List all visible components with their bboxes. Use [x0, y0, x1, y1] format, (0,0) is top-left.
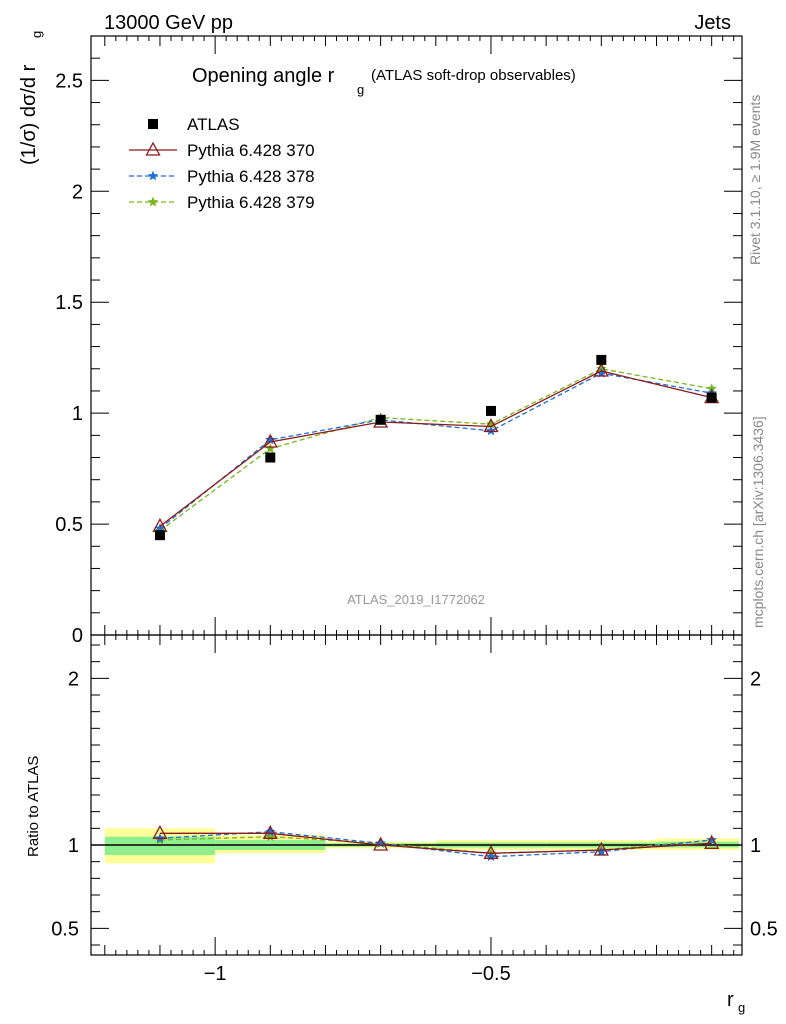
main-series-3: [154, 363, 717, 536]
main-title-sub: g: [357, 82, 364, 97]
main-point: [485, 418, 497, 429]
legend-entry-1: Pythia 6.428 370: [129, 141, 315, 160]
legend-label: Pythia 6.428 379: [187, 193, 315, 212]
ratio-ylabel: Ratio to ATLAS: [25, 756, 42, 857]
x-axis-label-sub: g: [738, 1000, 745, 1015]
ratio-point: [262, 824, 278, 839]
main-title-extra: (ATLAS soft-drop observables): [371, 67, 576, 84]
header-right: Jets: [694, 12, 731, 34]
ratio-y-tick-label: 0.5: [51, 918, 79, 940]
ratio-plot-area: 0.5 0.5 1 1 2 2 −1 −0.5: [51, 634, 778, 985]
legend-marker: [147, 196, 159, 207]
y-tick-label: 2.5: [55, 70, 83, 92]
legend-marker: [145, 141, 161, 156]
rivet-label: Rivet 3.1.10, ≥ 1.9M events: [747, 95, 763, 265]
main-point: [154, 530, 165, 541]
legend-entry-3: Pythia 6.428 379: [129, 193, 315, 212]
header-left: 13000 GeV pp: [104, 12, 233, 34]
legend-entry-0: ATLAS: [148, 115, 240, 134]
legend-marker: [148, 119, 158, 129]
x-axis-label: r: [727, 989, 734, 1011]
main-point: [265, 443, 276, 454]
main-point: [593, 362, 609, 377]
main-series-line: [159, 372, 712, 530]
main-ylabel: (1/σ) dσ/d r g: [18, 31, 44, 165]
main-title: Opening angle r g (ATLAS soft-drop obser…: [192, 65, 576, 97]
main-series-1: [152, 362, 720, 532]
main-point: [706, 392, 717, 403]
ratio-point: [152, 824, 168, 839]
legend: ATLAS Pythia 6.428 370 Pythia 6.428 378 Pyt…: [129, 115, 315, 212]
main-point: [262, 433, 278, 448]
main-series-layer: [152, 354, 720, 541]
ratio-point: [375, 837, 386, 848]
main-series-2: [154, 367, 717, 533]
ratio-y-tick-label-right: 1: [750, 835, 761, 857]
ratio-point: [704, 834, 720, 849]
ratio-point: [483, 844, 499, 859]
main-series-line: [159, 370, 712, 527]
y-tick-label: 0.5: [55, 514, 83, 536]
main-point: [265, 452, 276, 463]
ratio-y-tick-label-right: 2: [750, 668, 761, 690]
legend-marker: [147, 170, 159, 181]
main-point: [375, 414, 386, 425]
legend-label: ATLAS: [187, 115, 240, 134]
main-plot-area: 0 0.5 1 1.5 2 2.5: [55, 35, 743, 647]
main-point: [596, 354, 607, 365]
x-tick-label: −1: [204, 963, 227, 985]
main-point: [483, 418, 499, 433]
analysis-watermark: ATLAS_2019_I1772062: [347, 592, 485, 607]
ratio-point: [596, 846, 607, 857]
ratio-y-tick-label: 1: [68, 835, 79, 857]
ratio-point: [265, 831, 276, 842]
main-point: [596, 367, 607, 378]
ratio-y-tick-label-right: 0.5: [750, 918, 778, 940]
ratio-series-line: [160, 832, 712, 854]
main-point: [154, 523, 166, 533]
y-tick-label: 2: [72, 181, 83, 203]
main-point: [265, 434, 276, 445]
uncertainty-band-inner: [104, 836, 216, 855]
main-point: [485, 425, 497, 436]
main-ylabel-sub: g: [29, 31, 44, 38]
y-tick-label: 1: [72, 403, 83, 425]
mcplots-label: mcplots.cern.ch [arXiv:1306.3436]: [750, 416, 766, 628]
y-tick-label: 1.5: [55, 292, 83, 314]
y-tick-label: 0: [72, 625, 83, 647]
ratio-y-tick-label: 2: [68, 668, 79, 690]
legend-label: Pythia 6.428 370: [187, 141, 315, 160]
main-ylabel-text: (1/σ) dσ/d r: [18, 64, 40, 165]
ratio-point: [265, 826, 276, 837]
ratio-point: [593, 841, 609, 856]
main-series-0: [154, 354, 717, 541]
main-point: [485, 405, 496, 416]
ratio-point: [373, 836, 389, 851]
legend-label: Pythia 6.428 378: [187, 167, 315, 186]
main-title-text: Opening angle r: [192, 65, 335, 87]
legend-entry-2: Pythia 6.428 378: [129, 167, 315, 186]
main-series-line: [159, 368, 712, 532]
x-tick-label: −0.5: [471, 963, 510, 985]
ratio-point: [706, 834, 717, 845]
ratio-series-0: [152, 824, 720, 859]
ratio-frame: [90, 634, 743, 956]
ratio-series-layer: [152, 824, 720, 862]
